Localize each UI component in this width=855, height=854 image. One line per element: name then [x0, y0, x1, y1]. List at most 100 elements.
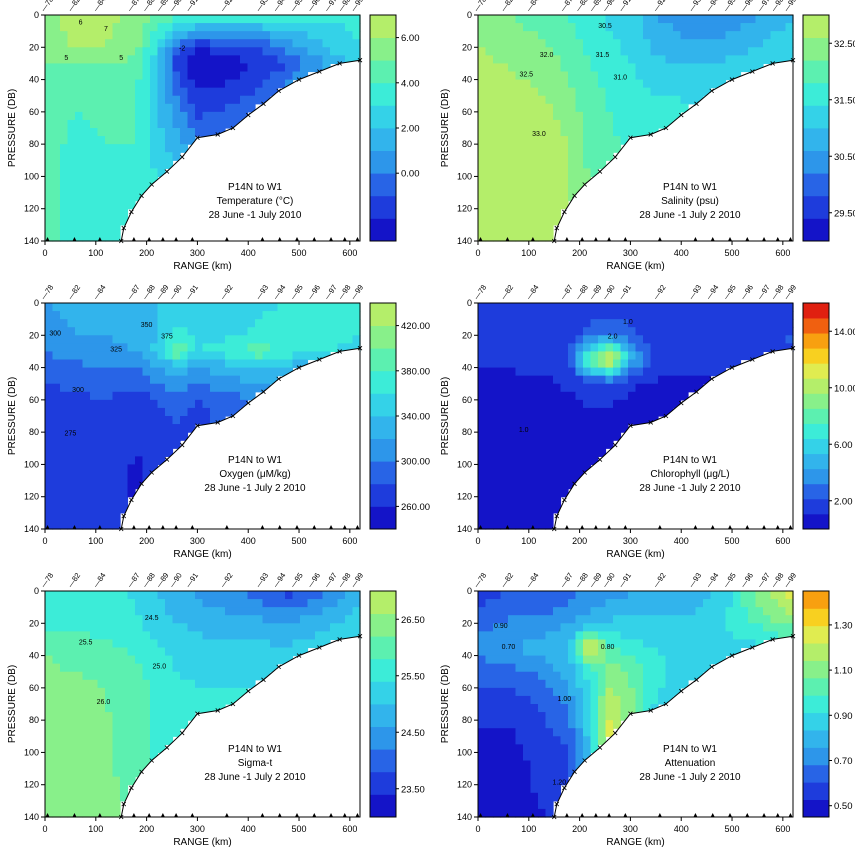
contour-label: 0.70: [502, 644, 516, 651]
heatmap-cell: [478, 95, 487, 105]
heatmap-cell: [635, 39, 644, 48]
heatmap-cell: [135, 192, 144, 202]
heatmap-cell: [530, 655, 539, 665]
heatmap-cell: [538, 144, 547, 153]
heatmap-cell: [90, 728, 99, 737]
heatmap-cell: [112, 695, 121, 705]
heatmap-cell: [538, 55, 547, 65]
seafloor-sample-mark: [139, 193, 144, 199]
heatmap-cell: [733, 71, 742, 81]
heatmap-cell: [157, 744, 166, 754]
heatmap-cell: [322, 319, 331, 328]
heatmap-cell: [135, 152, 144, 161]
heatmap-cell: [247, 335, 256, 344]
heatmap-cell: [515, 615, 524, 624]
heatmap-cell: [135, 176, 144, 186]
heatmap-cell: [485, 23, 494, 32]
heatmap-cell: [665, 679, 674, 689]
heatmap-cell: [120, 695, 129, 705]
heatmap-cell: [157, 615, 166, 624]
heatmap-cell: [60, 303, 69, 312]
station-marker: [623, 525, 628, 529]
heatmap-cell: [172, 399, 181, 409]
heatmap-cell: [538, 71, 547, 81]
station-marker: [728, 525, 732, 529]
heatmap-cell: [82, 23, 91, 32]
heatmap-cell: [748, 623, 757, 632]
heatmap-cell: [478, 496, 487, 506]
heatmap-cell: [568, 472, 577, 482]
heatmap-cell: [485, 679, 494, 689]
seafloor-sample-mark: [245, 112, 251, 118]
heatmap-cell: [187, 399, 196, 409]
heatmap-cell: [142, 63, 151, 73]
heatmap-cell: [605, 712, 614, 721]
heatmap-cell: [560, 71, 569, 81]
heatmap-cell: [330, 607, 339, 616]
heatmap-cell: [508, 47, 517, 56]
heatmap-cell: [202, 367, 211, 377]
heatmap-cell: [560, 472, 569, 482]
heatmap-cell: [165, 407, 174, 417]
heatmap-cell: [545, 15, 554, 24]
heatmap-cell: [755, 639, 764, 649]
heatmap-cell: [748, 631, 757, 641]
heatmap-cell: [733, 39, 742, 48]
heatmap-cell: [112, 15, 121, 24]
panel-title-line: 28 June -1 July 2 2010: [639, 210, 741, 221]
heatmap-cell: [97, 768, 106, 778]
heatmap-cell: [748, 55, 757, 65]
heatmap-cell: [120, 208, 129, 218]
heatmap-cell: [352, 343, 361, 353]
heatmap-cell: [538, 79, 547, 89]
heatmap-cell: [710, 23, 719, 32]
heatmap-cell: [583, 424, 592, 433]
heatmap-cell: [90, 128, 99, 137]
heatmap-cell: [485, 784, 494, 794]
heatmap-cell: [82, 208, 91, 218]
heatmap-cell: [97, 128, 106, 137]
x-tick-label: 600: [342, 248, 357, 258]
heatmap-cell: [500, 39, 509, 48]
heatmap-cell: [515, 647, 524, 657]
heatmap-cell: [187, 367, 196, 377]
heatmap-cell: [120, 152, 129, 161]
station-label: —82: [499, 283, 515, 301]
heatmap-cell: [650, 375, 659, 385]
heatmap-cell: [553, 208, 562, 218]
heatmap-cell: [665, 311, 674, 320]
heatmap-cell: [695, 39, 704, 48]
heatmap-cell: [523, 359, 532, 369]
heatmap-cell: [605, 647, 614, 657]
heatmap-cell: [538, 160, 547, 169]
heatmap-cell: [315, 351, 324, 361]
heatmap-cell: [82, 512, 91, 522]
heatmap-cell: [52, 631, 61, 641]
heatmap-cell: [345, 39, 354, 48]
heatmap-cell: [135, 599, 144, 608]
heatmap-cell: [172, 119, 181, 129]
heatmap-cell: [352, 599, 361, 608]
station-label: —90: [167, 283, 183, 301]
heatmap-cell: [500, 136, 509, 145]
heatmap-cell: [545, 71, 554, 81]
heatmap-cell: [553, 15, 562, 24]
heatmap-cell: [643, 687, 652, 697]
heatmap-cell: [67, 216, 76, 226]
heatmap-cell: [680, 103, 689, 113]
heatmap-cell: [322, 623, 331, 632]
heatmap-cell: [105, 512, 114, 522]
heatmap-cell: [710, 71, 719, 81]
seafloor-sample-mark: [562, 209, 567, 215]
heatmap-cell: [120, 47, 129, 56]
heatmap-cell: [225, 695, 234, 705]
heatmap-cell: [262, 383, 271, 393]
heatmap-cell: [210, 128, 219, 137]
y-tick-label: 20: [29, 330, 39, 340]
heatmap-cell: [613, 327, 622, 336]
colorbar-swatch: [370, 195, 396, 219]
heatmap-cell: [232, 319, 241, 328]
heatmap-cell: [127, 63, 136, 73]
heatmap-cell: [232, 119, 241, 129]
heatmap-cell: [97, 23, 106, 32]
